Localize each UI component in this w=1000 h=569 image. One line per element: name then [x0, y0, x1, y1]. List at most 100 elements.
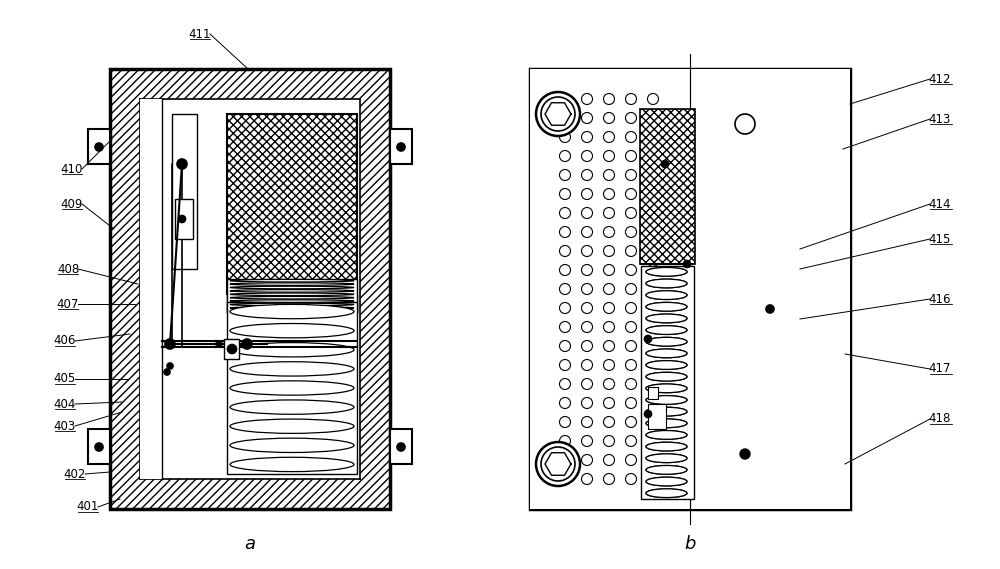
Bar	[227, 294, 357, 312]
Circle shape	[536, 92, 580, 136]
Circle shape	[648, 340, 658, 352]
Circle shape	[604, 170, 614, 180]
Bar	[648, 387, 658, 399]
Circle shape	[582, 208, 592, 218]
Circle shape	[560, 150, 570, 162]
Circle shape	[216, 341, 222, 347]
Ellipse shape	[230, 381, 354, 395]
Circle shape	[582, 245, 592, 257]
Circle shape	[582, 93, 592, 105]
Circle shape	[178, 216, 186, 222]
Bar	[227, 279, 357, 313]
Circle shape	[648, 321, 658, 332]
Text: 409: 409	[61, 197, 83, 211]
Text: 414: 414	[929, 197, 951, 211]
Ellipse shape	[230, 419, 354, 434]
Circle shape	[648, 150, 658, 162]
Circle shape	[766, 305, 774, 313]
Ellipse shape	[230, 307, 354, 309]
Ellipse shape	[646, 395, 687, 405]
Circle shape	[560, 245, 570, 257]
Circle shape	[397, 143, 405, 151]
Text: 411: 411	[189, 27, 211, 40]
Ellipse shape	[230, 296, 354, 299]
Ellipse shape	[646, 419, 687, 428]
Ellipse shape	[230, 324, 354, 338]
Bar	[648, 404, 666, 429]
Circle shape	[648, 265, 658, 275]
Circle shape	[648, 226, 658, 237]
Circle shape	[604, 93, 614, 105]
Circle shape	[582, 360, 592, 370]
Circle shape	[626, 398, 637, 409]
Ellipse shape	[646, 442, 687, 451]
Text: 408: 408	[57, 262, 79, 275]
Bar	[640, 109, 695, 264]
Circle shape	[560, 417, 570, 427]
Circle shape	[626, 245, 637, 257]
Circle shape	[582, 321, 592, 332]
Circle shape	[228, 344, 237, 353]
Circle shape	[582, 113, 592, 123]
Circle shape	[582, 188, 592, 200]
Circle shape	[626, 378, 637, 390]
Circle shape	[604, 188, 614, 200]
Ellipse shape	[230, 400, 354, 414]
Text: 415: 415	[929, 233, 951, 245]
Text: 406: 406	[54, 335, 76, 348]
Circle shape	[582, 226, 592, 237]
Circle shape	[604, 398, 614, 409]
Ellipse shape	[646, 395, 687, 405]
Ellipse shape	[646, 419, 687, 428]
Text: 402: 402	[64, 468, 86, 480]
Circle shape	[648, 208, 658, 218]
Circle shape	[177, 159, 187, 169]
Circle shape	[560, 455, 570, 465]
Ellipse shape	[230, 293, 354, 295]
Circle shape	[626, 455, 637, 465]
Ellipse shape	[646, 361, 687, 369]
Circle shape	[560, 131, 570, 142]
Circle shape	[648, 93, 658, 105]
Circle shape	[604, 245, 614, 257]
Text: 413: 413	[929, 113, 951, 126]
Circle shape	[648, 360, 658, 370]
Ellipse shape	[646, 407, 687, 416]
Bar	[140, 99, 360, 479]
Ellipse shape	[646, 454, 687, 463]
Circle shape	[604, 360, 614, 370]
Circle shape	[560, 265, 570, 275]
Circle shape	[644, 336, 652, 343]
Ellipse shape	[646, 337, 687, 346]
Circle shape	[626, 226, 637, 237]
Ellipse shape	[646, 267, 687, 276]
Ellipse shape	[646, 349, 687, 358]
Circle shape	[626, 435, 637, 447]
Circle shape	[648, 303, 658, 314]
Bar	[390, 429, 412, 464]
Circle shape	[626, 150, 637, 162]
Ellipse shape	[646, 489, 687, 497]
Circle shape	[582, 150, 592, 162]
Circle shape	[242, 339, 252, 349]
Ellipse shape	[646, 407, 687, 416]
Bar	[110, 69, 390, 509]
Text: 412: 412	[929, 72, 951, 85]
Ellipse shape	[646, 302, 687, 311]
Circle shape	[626, 93, 637, 105]
Bar	[227, 114, 357, 294]
Text: a: a	[244, 535, 256, 553]
Circle shape	[648, 283, 658, 295]
Circle shape	[626, 170, 637, 180]
Circle shape	[648, 473, 658, 484]
Circle shape	[604, 473, 614, 484]
Ellipse shape	[646, 302, 687, 311]
Text: b: b	[684, 535, 696, 553]
Ellipse shape	[646, 337, 687, 346]
Circle shape	[165, 339, 175, 349]
Circle shape	[560, 321, 570, 332]
Circle shape	[604, 113, 614, 123]
Ellipse shape	[646, 465, 687, 474]
Circle shape	[582, 265, 592, 275]
Circle shape	[604, 378, 614, 390]
